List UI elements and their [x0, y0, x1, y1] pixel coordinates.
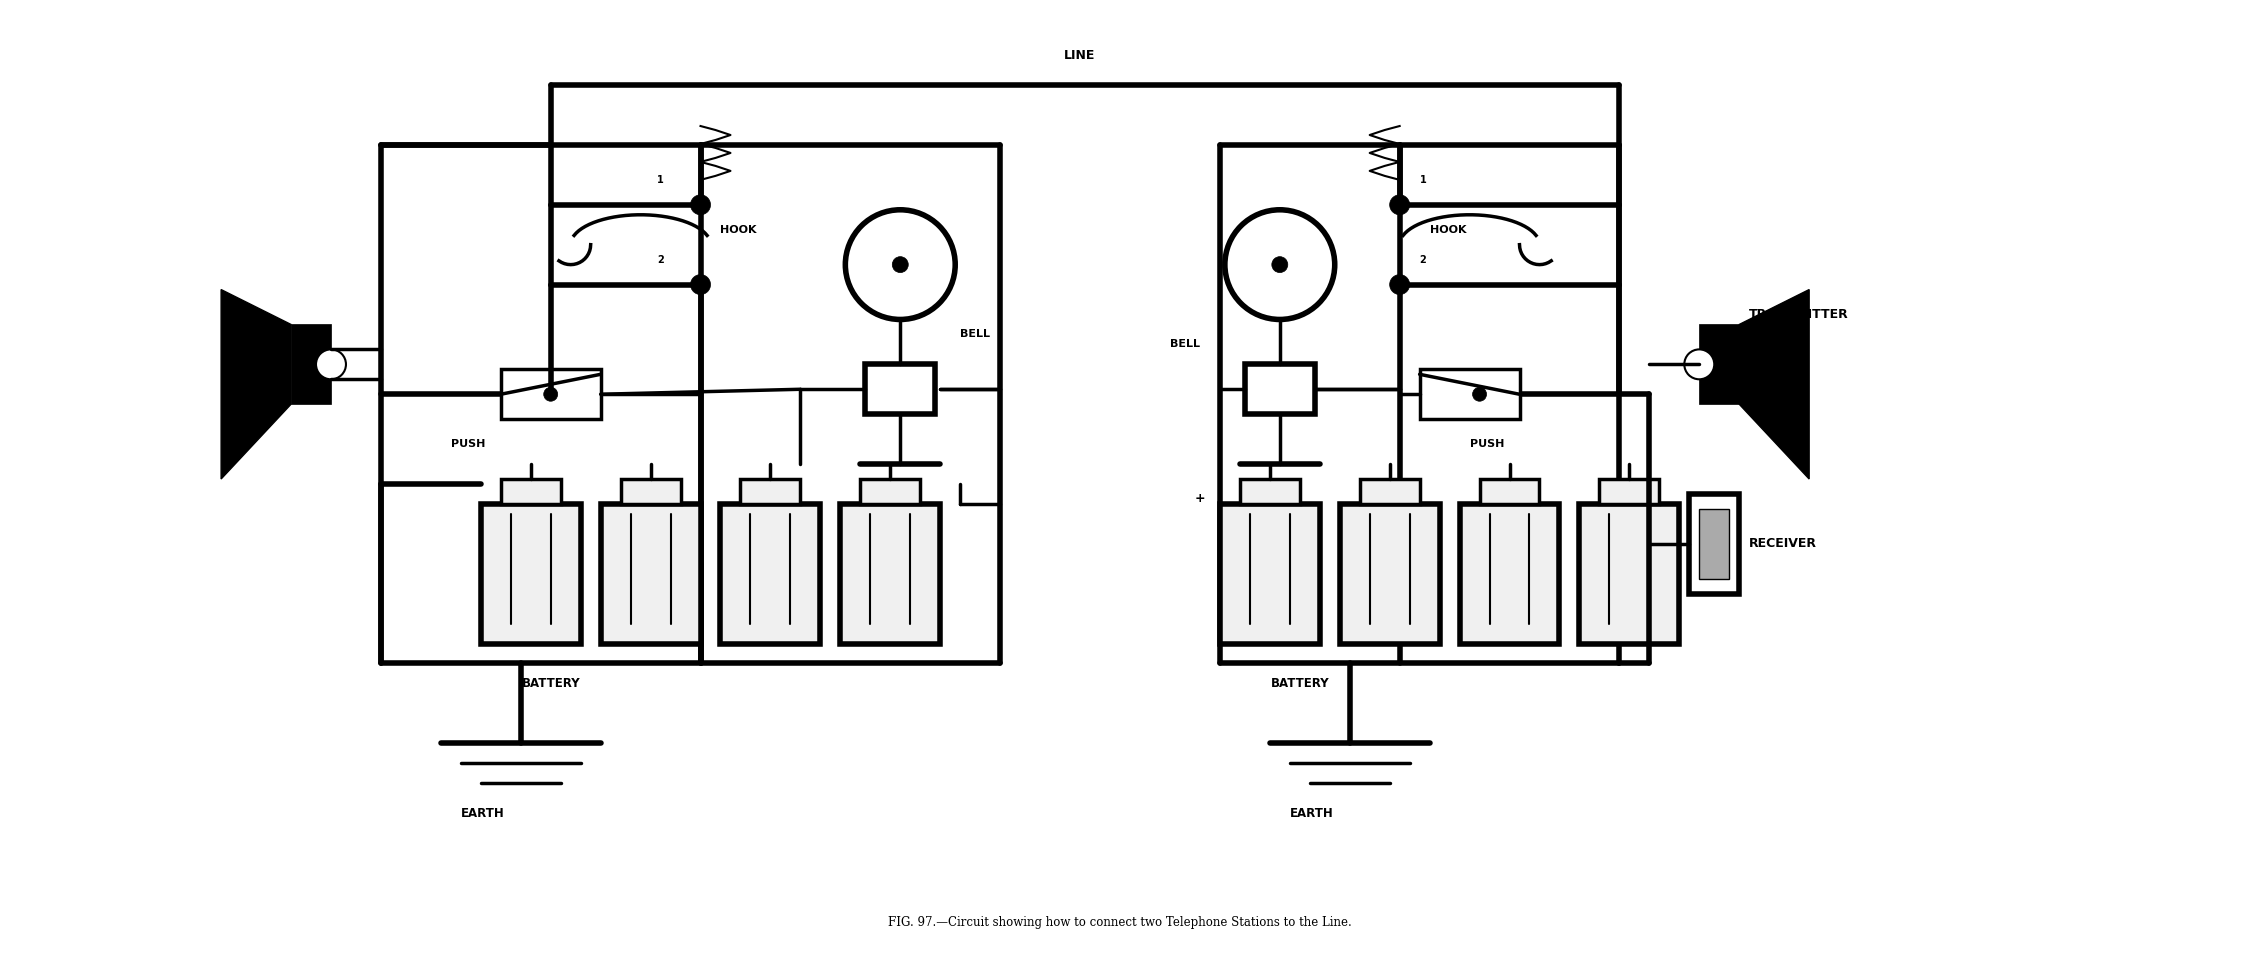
- Bar: [622, 479, 680, 504]
- Text: EARTH: EARTH: [460, 807, 505, 819]
- Text: 2: 2: [657, 254, 664, 265]
- Bar: [1349, 549, 1429, 633]
- Circle shape: [1472, 388, 1486, 401]
- Bar: [500, 369, 601, 419]
- Bar: [1699, 325, 1739, 404]
- Circle shape: [691, 195, 711, 215]
- Bar: [1580, 504, 1679, 644]
- Bar: [866, 364, 936, 415]
- Bar: [1479, 479, 1539, 504]
- Text: 1: 1: [657, 174, 664, 185]
- Text: T: T: [231, 328, 240, 341]
- Text: +: +: [1194, 493, 1205, 505]
- Bar: [601, 504, 700, 644]
- Text: BATTERY: BATTERY: [1270, 677, 1328, 690]
- Text: 2: 2: [1420, 254, 1427, 265]
- Text: PUSH: PUSH: [451, 440, 485, 449]
- Polygon shape: [1739, 289, 1809, 479]
- Bar: [1241, 479, 1299, 504]
- Text: LINE: LINE: [1064, 49, 1095, 62]
- Text: PUSH: PUSH: [1470, 440, 1503, 449]
- Bar: [1245, 364, 1315, 415]
- Bar: [1230, 549, 1310, 633]
- Bar: [480, 504, 581, 644]
- Bar: [1600, 479, 1658, 504]
- Bar: [1459, 504, 1560, 644]
- Bar: [1470, 549, 1548, 633]
- Circle shape: [316, 349, 346, 379]
- Bar: [850, 549, 931, 633]
- Text: BATTERY: BATTERY: [521, 677, 579, 690]
- Circle shape: [543, 388, 559, 401]
- Circle shape: [1389, 275, 1409, 295]
- Text: HOOK: HOOK: [1429, 225, 1465, 234]
- Bar: [1340, 504, 1441, 644]
- Text: BELL: BELL: [960, 330, 990, 339]
- Text: TRANSMITTER: TRANSMITTER: [1750, 308, 1849, 321]
- Circle shape: [893, 256, 909, 273]
- Bar: [491, 549, 570, 633]
- Circle shape: [1685, 349, 1714, 379]
- Bar: [839, 504, 940, 644]
- Text: EARTH: EARTH: [1290, 807, 1333, 819]
- Bar: [500, 479, 561, 504]
- Text: FIG. 97.—Circuit showing how to connect two Telephone Stations to the Line.: FIG. 97.—Circuit showing how to connect …: [889, 916, 1351, 929]
- Bar: [1690, 494, 1739, 594]
- Text: HOOK: HOOK: [720, 225, 756, 234]
- Circle shape: [1272, 256, 1288, 273]
- Bar: [1221, 504, 1319, 644]
- Polygon shape: [222, 289, 292, 479]
- Circle shape: [691, 275, 711, 295]
- Bar: [292, 325, 330, 404]
- Circle shape: [1389, 195, 1409, 215]
- Text: RECEIVER: RECEIVER: [1750, 537, 1818, 550]
- Bar: [720, 504, 821, 644]
- Bar: [1360, 479, 1420, 504]
- Bar: [741, 479, 801, 504]
- Bar: [1589, 549, 1670, 633]
- Text: 1: 1: [1420, 174, 1427, 185]
- Bar: [732, 549, 810, 633]
- Bar: [859, 479, 920, 504]
- Text: BELL: BELL: [1169, 339, 1201, 349]
- Bar: [1420, 369, 1519, 419]
- Bar: [610, 549, 691, 633]
- Bar: [1699, 509, 1730, 578]
